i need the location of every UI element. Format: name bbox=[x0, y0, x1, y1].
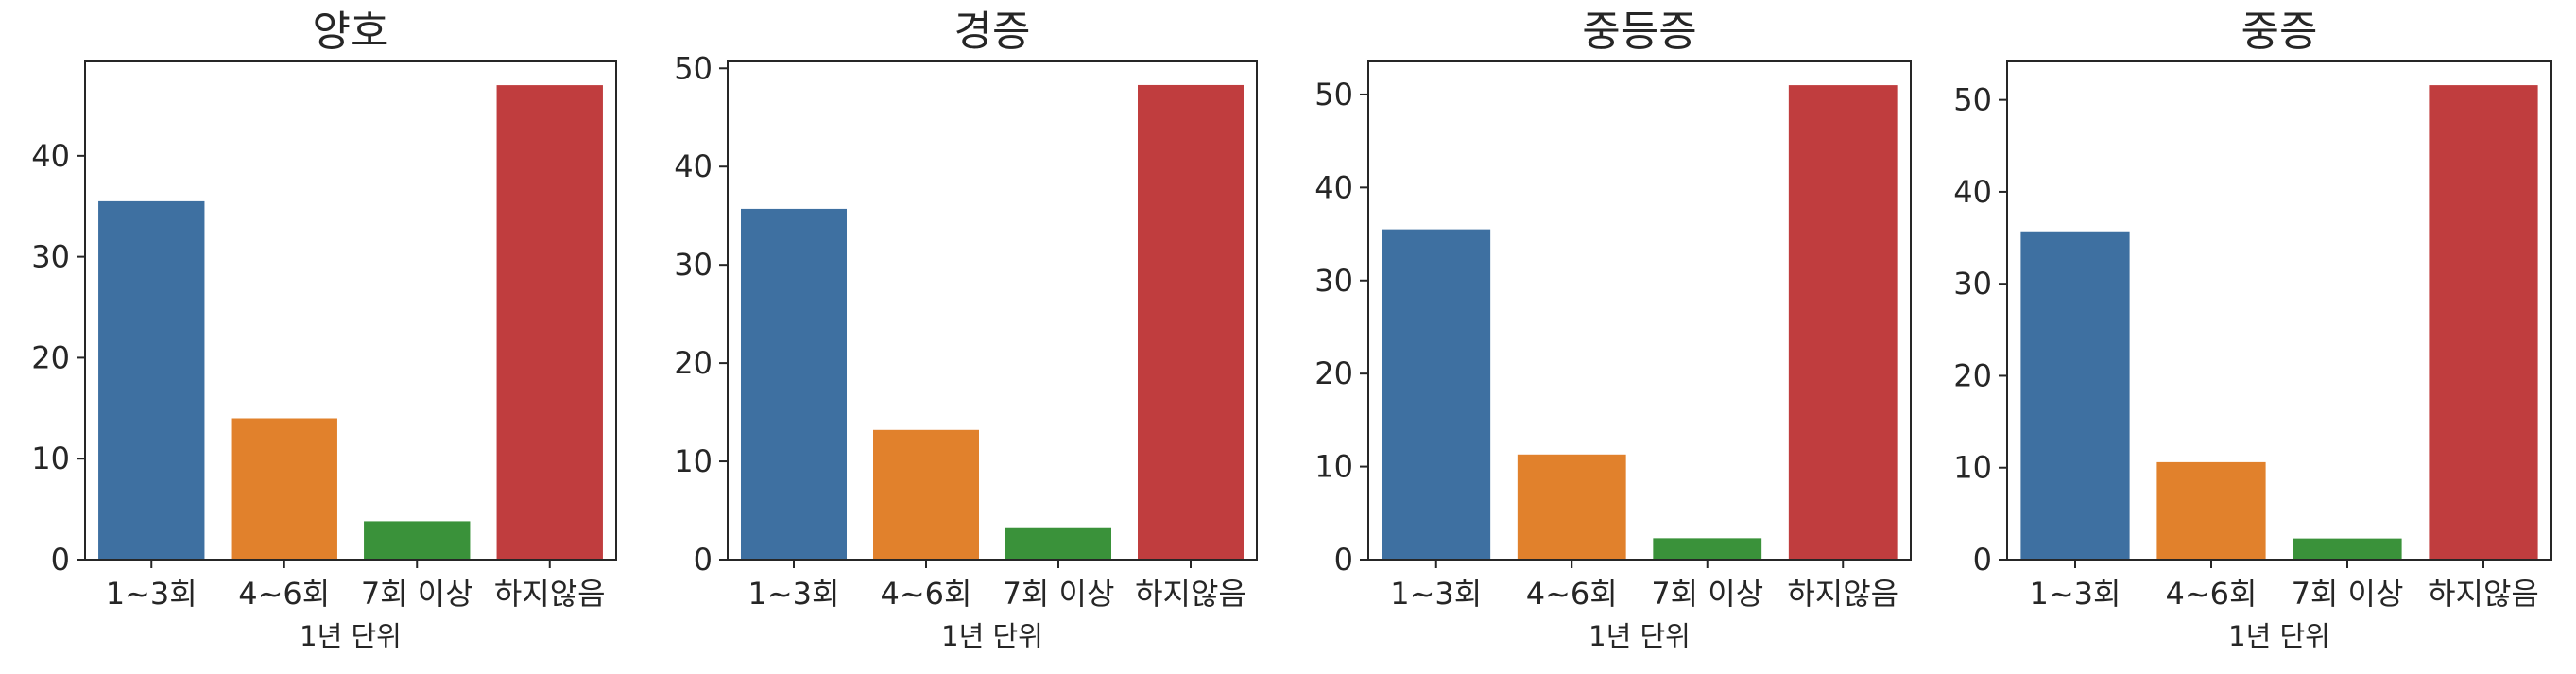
y-tick-label: 10 bbox=[31, 441, 70, 476]
bar-2 bbox=[2156, 462, 2265, 560]
y-tick-label: 0 bbox=[51, 542, 70, 578]
chart-panel-1: 0 10 20 30 40 1~3회 4~6회 7회 이상 하지않음 1년 단위 양호 bbox=[31, 8, 616, 652]
x-tick-label: 하지않음 bbox=[1135, 576, 1246, 612]
bar-2 bbox=[873, 430, 979, 560]
x-tick-label: 하지않음 bbox=[2428, 576, 2539, 612]
y-tick-label: 0 bbox=[694, 542, 713, 578]
y-tick-label: 30 bbox=[1953, 266, 1992, 302]
x-tick-label: 하지않음 bbox=[1787, 576, 1898, 612]
y-tick-label: 40 bbox=[674, 148, 713, 184]
x-tick-label: 7회 이상 bbox=[2292, 576, 2404, 612]
y-tick-label: 10 bbox=[674, 443, 713, 479]
chart-panel-3: 0 10 20 30 40 50 1~3회 4~6회 7회 이상 하지않음 1년 단위 중등증 bbox=[1314, 8, 1911, 652]
bar-1 bbox=[741, 209, 847, 560]
bar-1 bbox=[98, 201, 204, 560]
chart-panel-2: 0 10 20 30 40 50 1~3회 4~6회 7회 이상 하지않음 1년 단위 경증 bbox=[674, 8, 1257, 652]
chart-title: 중증 bbox=[2241, 8, 2318, 56]
y-tick-label: 10 bbox=[1953, 450, 1992, 486]
chart-panel-4: 0 10 20 30 40 50 1~3회 4~6회 7회 이상 하지않음 1년 단위 중증 bbox=[1953, 8, 2551, 652]
x-tick-label: 1~3회 bbox=[2030, 576, 2121, 612]
bar-1 bbox=[1382, 230, 1490, 560]
y-tick-label: 30 bbox=[674, 247, 713, 283]
y-tick-label: 50 bbox=[1953, 82, 1992, 118]
bar-3 bbox=[1653, 538, 1761, 560]
x-axis-label: 1년 단위 bbox=[1589, 620, 1691, 652]
y-tick-label: 20 bbox=[674, 345, 713, 381]
y-tick-label: 50 bbox=[674, 50, 713, 86]
chart-title: 중등증 bbox=[1582, 8, 1696, 56]
x-tick-label: 1~3회 bbox=[748, 576, 840, 612]
x-axis-label: 1년 단위 bbox=[300, 620, 402, 652]
x-tick-label: 4~6회 bbox=[2166, 576, 2258, 612]
x-tick-label: 4~6회 bbox=[1526, 576, 1618, 612]
x-tick-label: 7회 이상 bbox=[361, 576, 473, 612]
chart-title: 경증 bbox=[954, 8, 1031, 56]
y-tick-label: 40 bbox=[31, 138, 70, 174]
y-tick-label: 30 bbox=[31, 239, 70, 275]
x-tick-label: 4~6회 bbox=[238, 576, 330, 612]
y-tick-label: 30 bbox=[1314, 263, 1353, 299]
x-axis-label: 1년 단위 bbox=[2228, 620, 2330, 652]
chart-title: 양호 bbox=[313, 8, 389, 56]
bar-4 bbox=[1138, 85, 1244, 560]
x-tick-label: 1~3회 bbox=[1390, 576, 1482, 612]
x-tick-label: 하지않음 bbox=[494, 576, 606, 612]
y-tick-label: 0 bbox=[1334, 542, 1353, 578]
bar-2 bbox=[232, 418, 337, 560]
y-tick-label: 0 bbox=[1973, 542, 1992, 578]
bar-2 bbox=[1518, 455, 1626, 560]
y-tick-label: 20 bbox=[1314, 355, 1353, 391]
bar-3 bbox=[1005, 528, 1111, 560]
y-tick-label: 50 bbox=[1314, 77, 1353, 112]
x-tick-label: 4~6회 bbox=[881, 576, 972, 612]
y-tick-label: 20 bbox=[1953, 357, 1992, 393]
x-axis-label: 1년 단위 bbox=[941, 620, 1043, 652]
bar-1 bbox=[2020, 232, 2129, 560]
bar-3 bbox=[364, 521, 470, 560]
y-tick-label: 40 bbox=[1314, 169, 1353, 205]
x-tick-label: 7회 이상 bbox=[1651, 576, 1763, 612]
y-tick-label: 20 bbox=[31, 339, 70, 375]
y-tick-label: 40 bbox=[1953, 174, 1992, 210]
y-tick-label: 10 bbox=[1314, 449, 1353, 485]
bar-4 bbox=[2429, 85, 2537, 560]
bar-4 bbox=[1789, 85, 1898, 560]
bar-3 bbox=[2293, 539, 2401, 560]
bar-4 bbox=[497, 85, 603, 560]
x-tick-label: 7회 이상 bbox=[1003, 576, 1115, 612]
x-tick-label: 1~3회 bbox=[106, 576, 197, 612]
